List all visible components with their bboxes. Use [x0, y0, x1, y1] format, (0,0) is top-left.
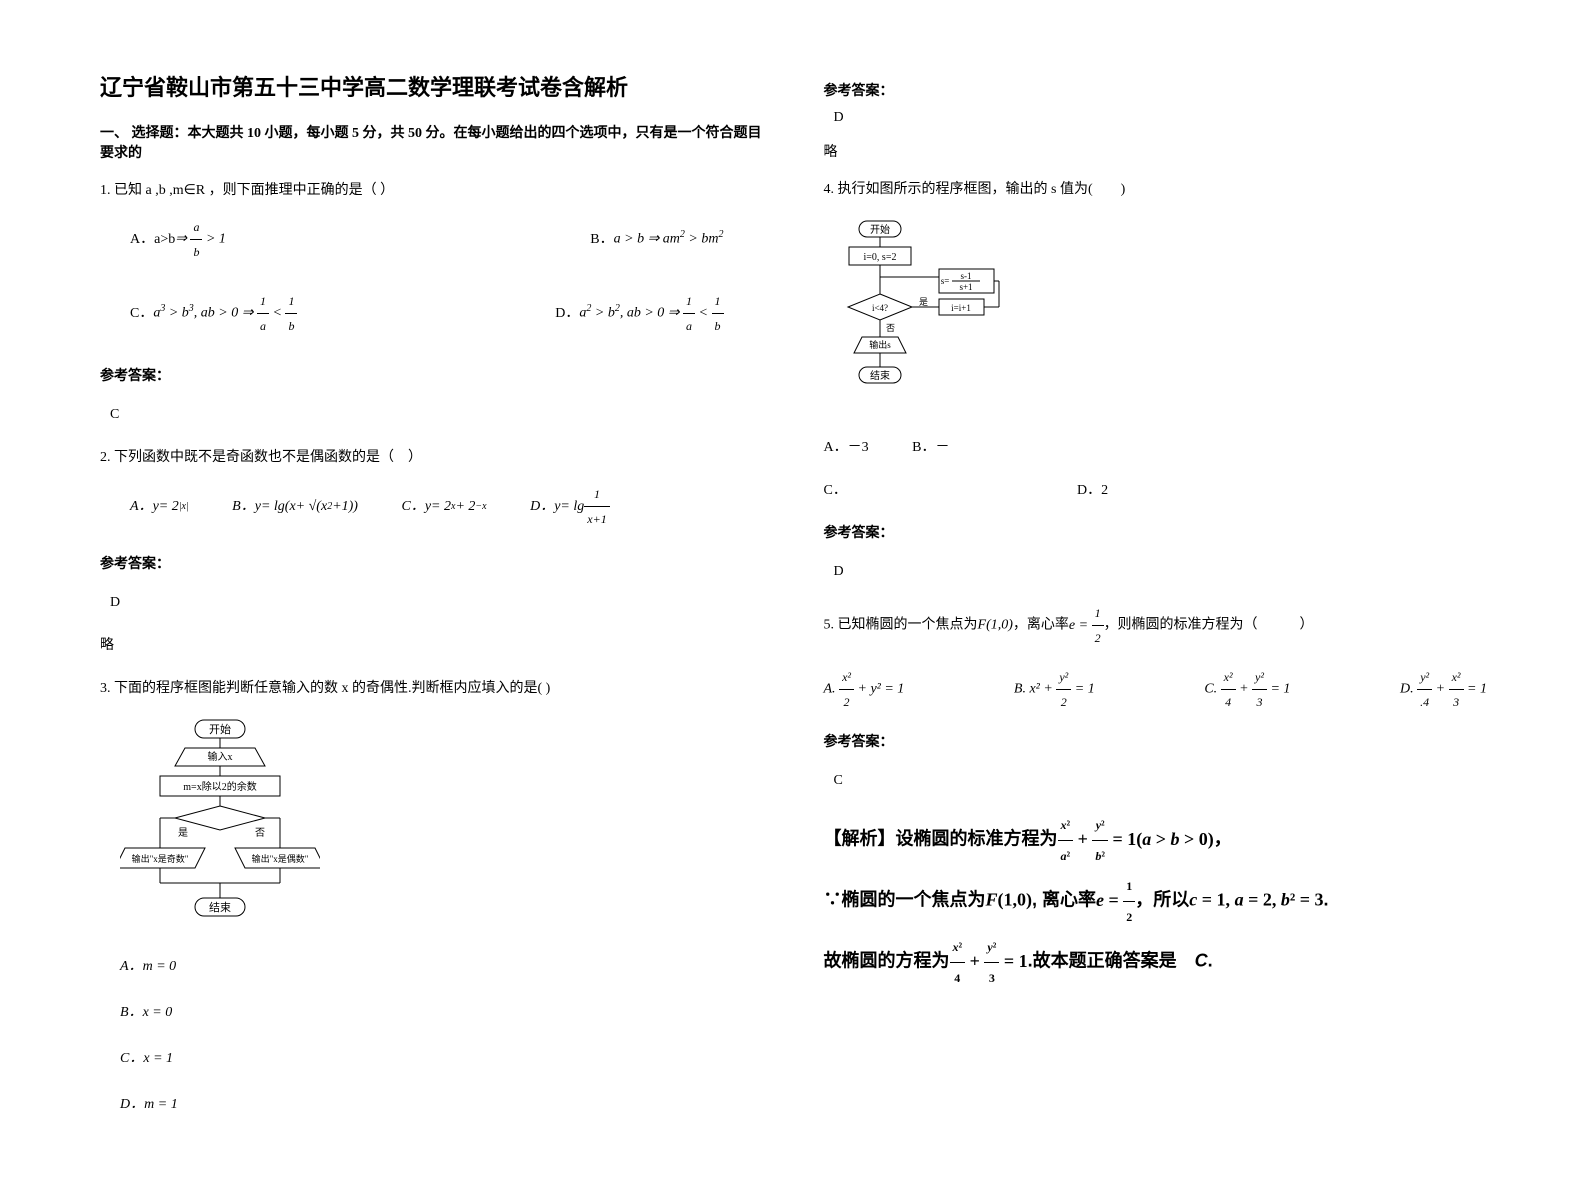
fc-yes: 是: [178, 827, 188, 839]
q4-answer-label: 参考答案：: [824, 520, 1488, 548]
question-4: 4. 执行如图所示的程序框图，输出的 s 值为( ) 开始 i=0, s=2 s…: [824, 176, 1488, 586]
question-1: 1. 已知 a ,b ,m∈R ，则下面推理中正确的是（ ） A．a>b ⇒ a…: [100, 177, 764, 429]
page-title: 辽宁省鞍山市第五十三中学高二数学理联考试卷含解析: [100, 70, 764, 102]
q3-answer: D: [834, 110, 1488, 126]
q5-option-a: A. x²2 + y² = 1: [824, 665, 905, 714]
q1-optb-formula: a > b ⇒ am2 > bm2: [614, 225, 724, 254]
q1-option-d: D． a2 > b2, ab > 0 ⇒ 1a < 1b: [555, 289, 723, 338]
q4-option-b: B．－: [912, 440, 949, 455]
q4-option-c: C．: [824, 477, 1074, 505]
fc4-no: 否: [886, 323, 895, 333]
fc4-calc-den: s+1: [959, 282, 972, 292]
fc-process: m=x除以2的余数: [183, 780, 256, 793]
fc4-yes: 是: [919, 297, 928, 307]
q2-option-c: C．y = 2x + 2−x: [401, 493, 486, 521]
q3-answer-label: 参考答案：: [824, 80, 1488, 100]
q3-option-c: C．x = 1: [120, 1045, 764, 1073]
fc4-end: 结束: [870, 369, 890, 382]
q5-sol2: ∵椭圆的一个焦点为F(1,0), 离心率e = 12，所以c = 1, a = …: [824, 871, 1488, 932]
fc4-calc-num: s-1: [960, 271, 971, 281]
fc4-s-eq: s=: [940, 276, 949, 286]
fc4-inc: i=i+1: [951, 303, 971, 313]
q1-optb-label: B．: [590, 226, 613, 254]
q5-sol3: 故椭圆的方程为x²4 + y²3 = 1.故本题正确答案是 C.: [824, 932, 1488, 993]
q5-answer-label: 参考答案：: [824, 729, 1488, 757]
q3-text: 3. 下面的程序框图能判断任意输入的数 x 的奇偶性.判断框内应填入的是( ): [100, 675, 764, 703]
fc4-start: 开始: [870, 223, 890, 236]
q4-flowchart: 开始 i=0, s=2 s-1 s+1 s= i<4? 是 i: [844, 219, 1488, 419]
q5-f: F(1,0): [978, 618, 1013, 633]
section-header: 一、 选择题：本大题共 10 小题，每小题 5 分，共 50 分。在每小题给出的…: [100, 122, 764, 162]
fc-end: 结束: [209, 901, 231, 914]
q1-optd-label: D．: [555, 300, 579, 328]
q1-option-c: C． a3 > b3, ab > 0 ⇒ 1a < 1b: [130, 289, 297, 338]
q3-option-a: A．m = 0: [120, 953, 764, 981]
q2-option-b: B．y = lg(x + √(x2+1)): [232, 493, 358, 521]
q5-pre: 5. 已知椭圆的一个焦点为: [824, 618, 978, 633]
question-3: 3. 下面的程序框图能判断任意输入的数 x 的奇偶性.判断框内应填入的是( ) …: [100, 675, 764, 1119]
q5-e: e = 12: [1069, 618, 1104, 633]
q1-optc-label: C．: [130, 300, 153, 328]
q2-option-d: D．y = lg 1x+1: [530, 482, 610, 531]
q1-text: 1. 已知 a ,b ,m∈R ，则下面推理中正确的是（ ）: [100, 177, 764, 205]
fc-start: 开始: [209, 722, 231, 736]
q4-option-d: D．2: [1077, 483, 1108, 498]
q1-opta-formula: ⇒ ab > 1: [175, 215, 226, 264]
q5-text: 5. 已知椭圆的一个焦点为F(1,0)，离心率e = 12，则椭圆的标准方程为（…: [824, 601, 1488, 650]
q1-option-a: A．a>b ⇒ ab > 1: [130, 215, 226, 264]
q2-option-a: A．y = 2|x|: [130, 493, 189, 521]
q3-note: 略: [824, 141, 1488, 161]
fc-no: 否: [255, 827, 265, 839]
fc4-init: i=0, s=2: [863, 252, 896, 263]
q1-opta-label: A．a>b: [130, 226, 175, 254]
q5-answer: C: [834, 767, 1488, 795]
fc-input: 输入x: [208, 750, 233, 763]
q2-text: 2. 下列函数中既不是奇函数也不是偶函数的是（ ）: [100, 444, 764, 472]
fc-out2: 输出"x是偶数": [252, 853, 309, 864]
q3-option-d: D．m = 1: [120, 1091, 764, 1119]
q1-answer: C: [110, 401, 764, 429]
q4-option-a: A．－3: [824, 440, 869, 455]
q2-answer: D: [110, 589, 764, 617]
q4-text: 4. 执行如图所示的程序框图，输出的 s 值为( ): [824, 176, 1488, 204]
q5-option-d: D. y².4 + x²3 = 1: [1400, 665, 1487, 714]
fc-out1: 输出"x是奇数": [132, 853, 189, 864]
q1-optc-formula: a3 > b3, ab > 0 ⇒ 1a < 1b: [153, 289, 297, 338]
q5-sol1: 【解析】设椭圆的标准方程为x²a² + y²b² = 1(a > b > 0)，: [824, 810, 1488, 871]
q2-note: 略: [100, 632, 764, 660]
q1-optd-formula: a2 > b2, ab > 0 ⇒ 1a < 1b: [579, 289, 723, 338]
q4-answer: D: [834, 558, 1488, 586]
q5-option-b: B. x² + y²2 = 1: [1014, 665, 1095, 714]
fc4-output: 输出s: [869, 339, 891, 350]
q2-answer-label: 参考答案：: [100, 551, 764, 579]
question-2: 2. 下列函数中既不是奇函数也不是偶函数的是（ ） A．y = 2|x| B．y…: [100, 444, 764, 660]
q1-answer-label: 参考答案：: [100, 363, 764, 391]
q5-solution: 【解析】设椭圆的标准方程为x²a² + y²b² = 1(a > b > 0)，…: [824, 810, 1488, 993]
q3-flowchart: 开始 输入x m=x除以2的余数 是 否 输出"x是奇数": [120, 718, 764, 938]
q5-post: ，则椭圆的标准方程为（ ）: [1104, 618, 1314, 633]
q5-mid: ，离心率: [1013, 618, 1069, 633]
q1-option-b: B． a > b ⇒ am2 > bm2: [590, 215, 723, 264]
q5-option-c: C. x²4 + y²3 = 1: [1204, 665, 1290, 714]
question-5: 5. 已知椭圆的一个焦点为F(1,0)，离心率e = 12，则椭圆的标准方程为（…: [824, 601, 1488, 993]
q3-option-b: B．x = 0: [120, 999, 764, 1027]
fc4-cond: i<4?: [871, 303, 887, 313]
